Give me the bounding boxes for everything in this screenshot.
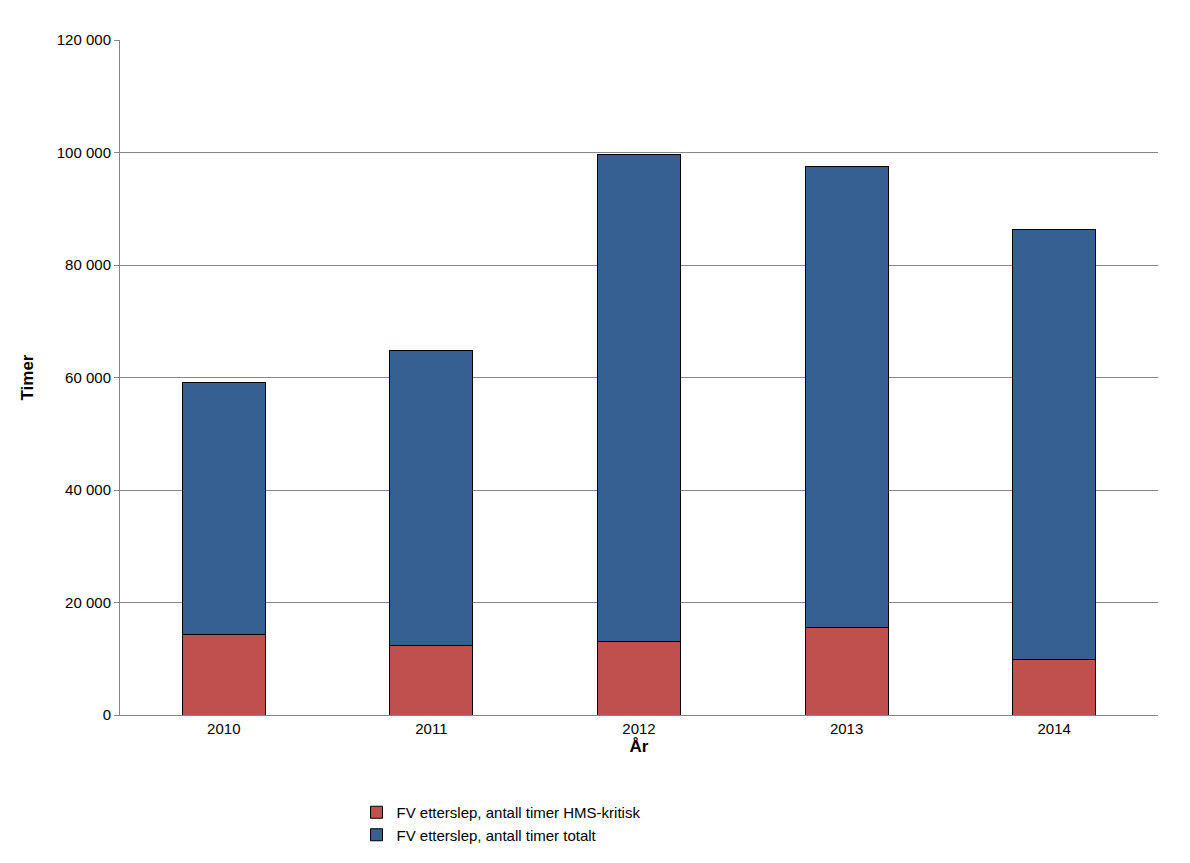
svg-text:2011: 2011 <box>415 720 447 737</box>
svg-text:2012: 2012 <box>622 720 655 737</box>
svg-text:FV etterslep, antall timer tot: FV etterslep, antall timer totalt <box>397 827 597 844</box>
svg-text:0: 0 <box>103 706 111 723</box>
svg-text:Timer: Timer <box>18 354 37 400</box>
svg-text:60 000: 60 000 <box>65 369 111 386</box>
svg-text:FV etterslep, antall timer HMS: FV etterslep, antall timer HMS-kritisk <box>397 804 641 821</box>
svg-text:2014: 2014 <box>1038 720 1071 737</box>
svg-text:40 000: 40 000 <box>65 481 111 498</box>
svg-text:120 000: 120 000 <box>57 31 111 48</box>
svg-text:100 000: 100 000 <box>57 144 111 161</box>
svg-text:År: År <box>630 737 649 756</box>
svg-text:2010: 2010 <box>207 720 240 737</box>
svg-text:80 000: 80 000 <box>65 256 111 273</box>
svg-text:2013: 2013 <box>830 720 863 737</box>
svg-text:20 000: 20 000 <box>65 594 111 611</box>
